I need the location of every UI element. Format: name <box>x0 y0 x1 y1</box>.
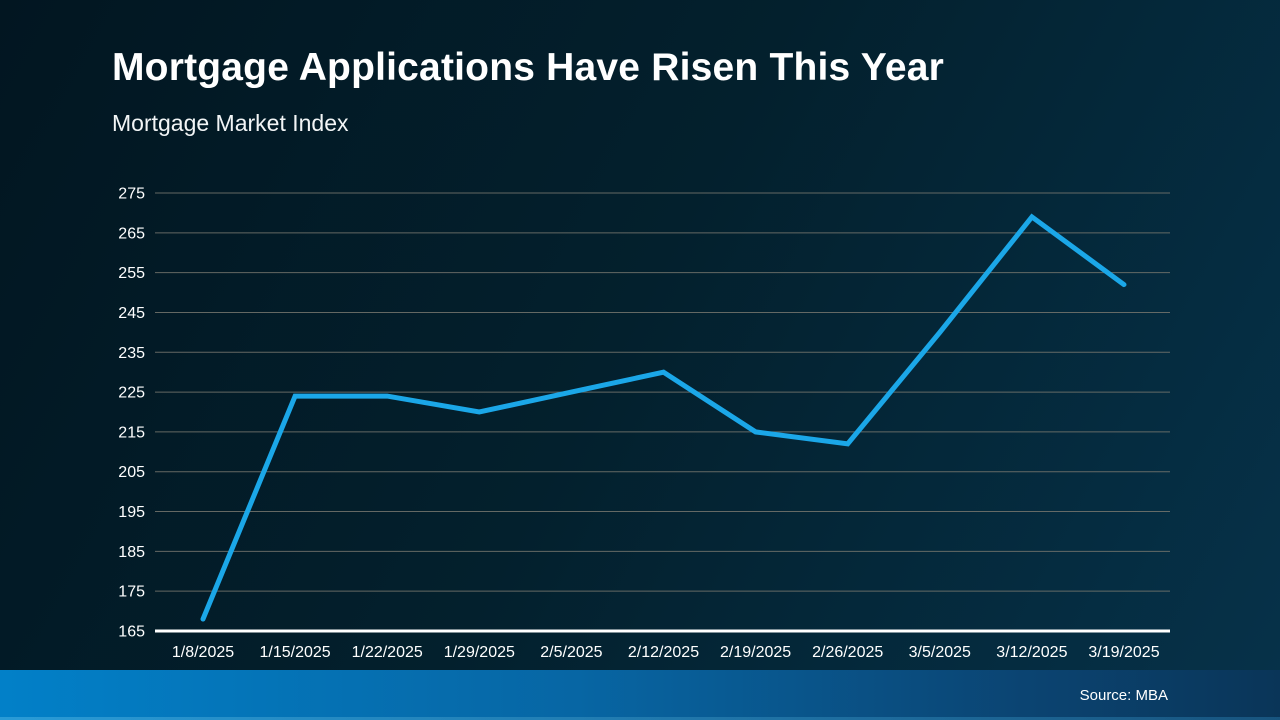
x-tick-label: 1/29/2025 <box>444 644 515 661</box>
x-tick-label: 2/26/2025 <box>812 644 883 661</box>
footer-bar: Source: MBA <box>0 670 1280 720</box>
y-tick-label: 275 <box>118 186 145 203</box>
y-tick-label: 205 <box>118 464 145 481</box>
data-line-series <box>200 213 1127 622</box>
source-label: Source: MBA <box>1079 686 1168 704</box>
x-tick-label: 3/5/2025 <box>909 644 971 661</box>
chart-title: Mortgage Applications Have Risen This Ye… <box>112 46 944 89</box>
y-tick-label: 195 <box>118 504 145 521</box>
chart-subtitle: Mortgage Market Index <box>112 110 349 136</box>
y-tick-label: 175 <box>118 584 145 601</box>
y-tick-label: 185 <box>118 544 145 561</box>
x-tick-label: 3/12/2025 <box>996 644 1067 661</box>
y-tick-label: 265 <box>118 225 145 242</box>
y-tick-label: 165 <box>118 624 145 641</box>
y-tick-label: 245 <box>118 305 145 322</box>
y-tick-label: 215 <box>118 424 145 441</box>
y-tick-label: 255 <box>118 265 145 282</box>
x-tick-label: 3/19/2025 <box>1088 644 1159 661</box>
y-tick-label: 235 <box>118 345 145 362</box>
x-tick-label: 2/19/2025 <box>720 644 791 661</box>
x-tick-label: 2/12/2025 <box>628 644 699 661</box>
x-tick-label: 1/8/2025 <box>172 644 234 661</box>
x-tick-label: 1/15/2025 <box>260 644 331 661</box>
x-tick-label: 2/5/2025 <box>540 644 602 661</box>
y-tick-label: 225 <box>118 385 145 402</box>
x-tick-label: 1/22/2025 <box>352 644 423 661</box>
